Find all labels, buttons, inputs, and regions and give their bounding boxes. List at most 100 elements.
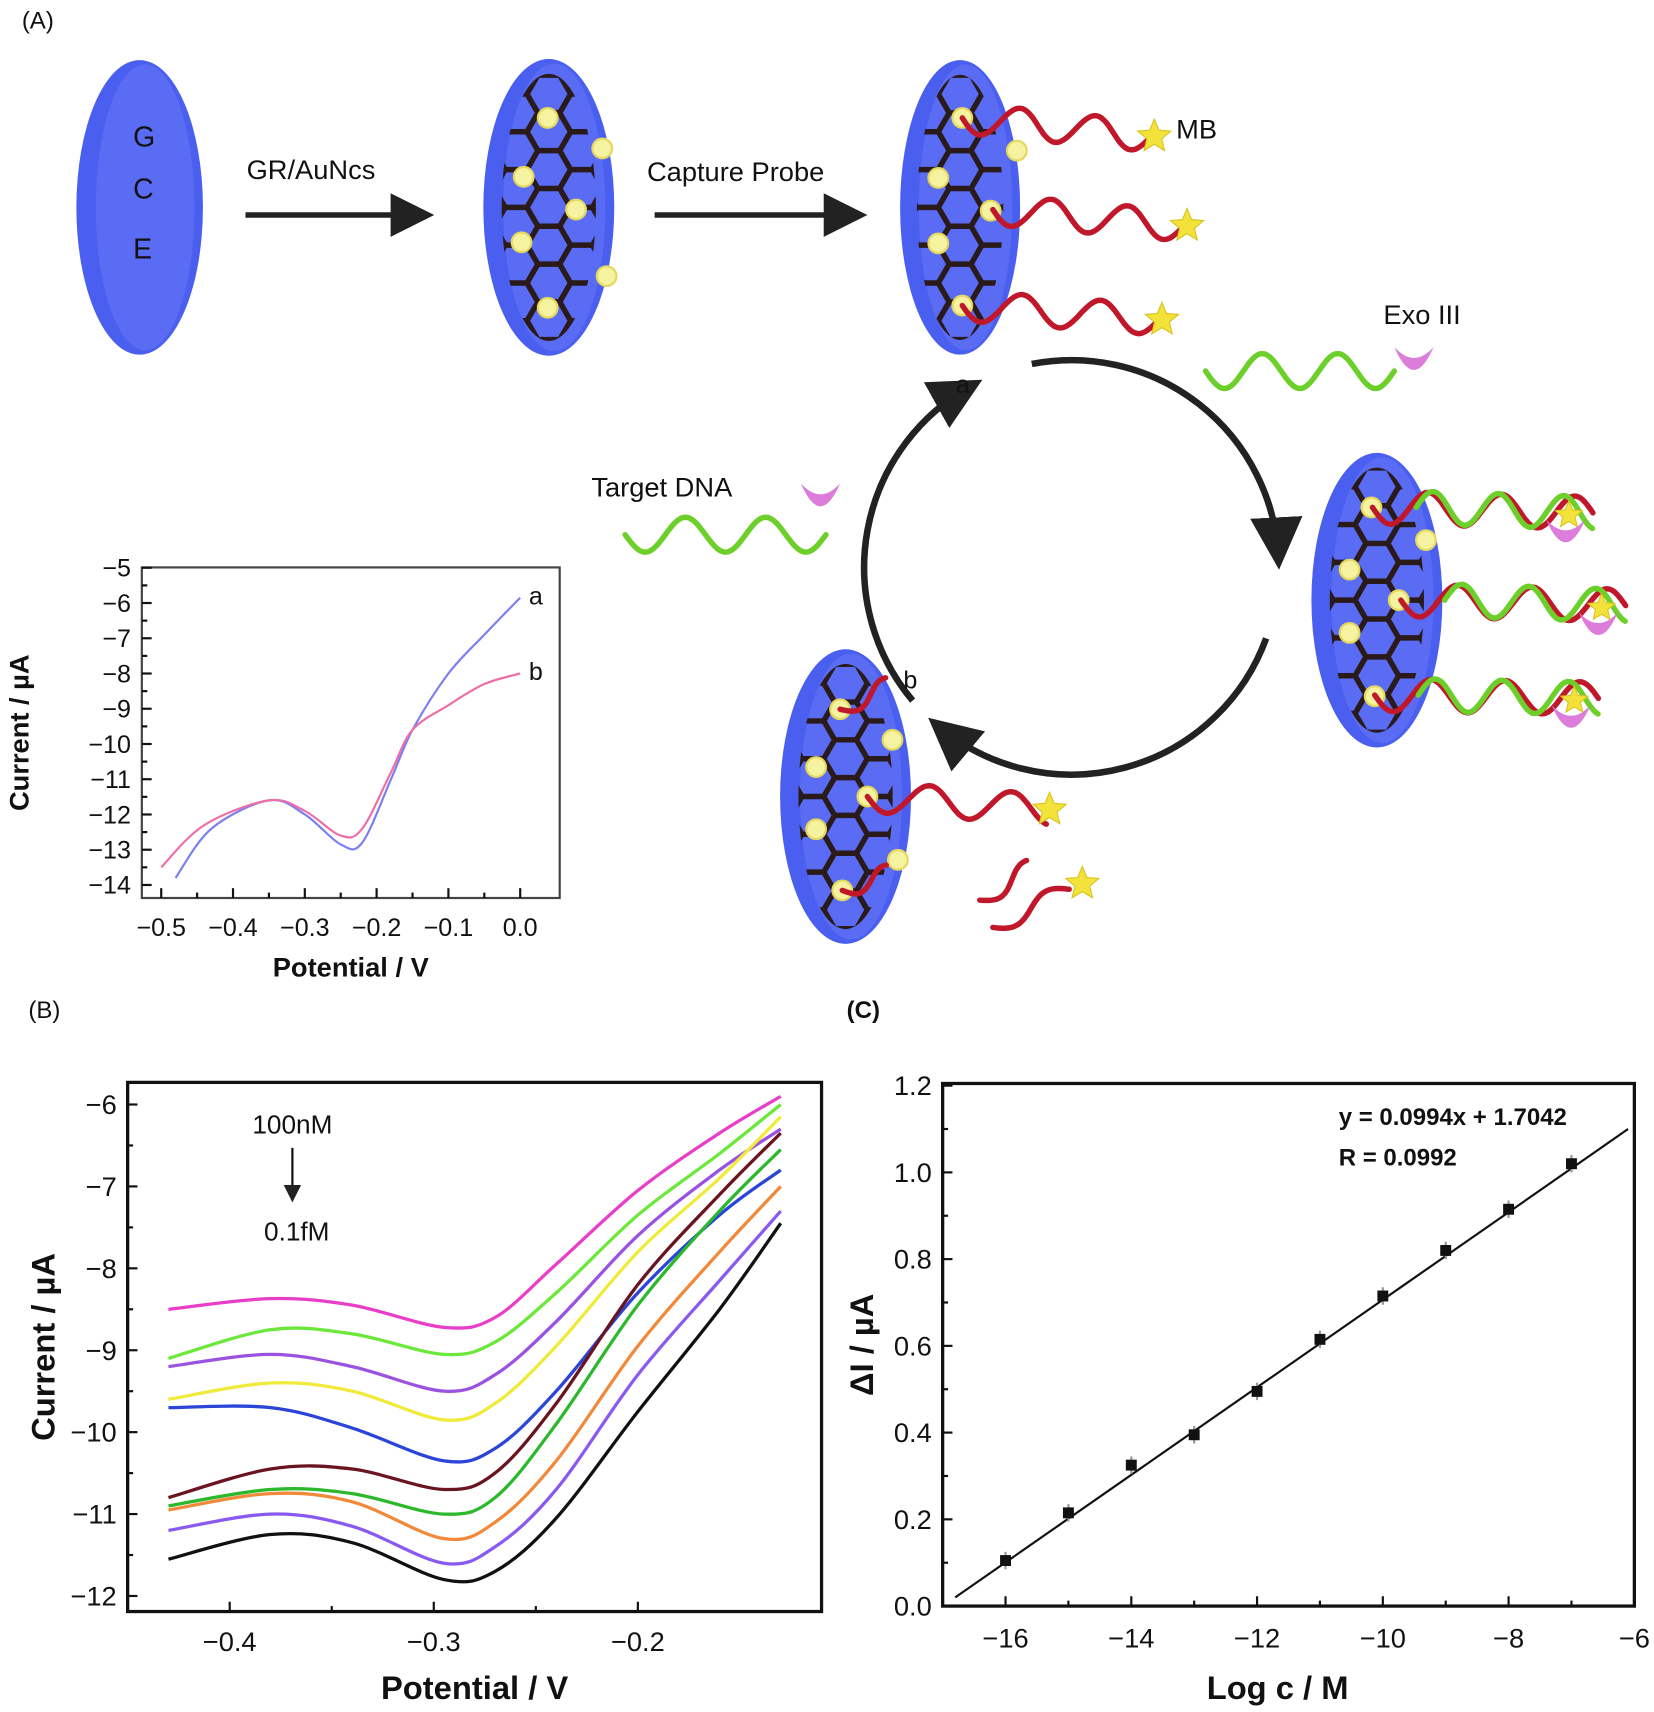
probe-stub xyxy=(839,862,889,897)
y-tick-label: −12 xyxy=(88,801,131,829)
electrode-letter-g: G xyxy=(133,121,155,153)
released-fragment xyxy=(990,885,1072,931)
step2-label: Capture Probe xyxy=(647,156,824,187)
exo-iii-enzyme-icon xyxy=(1545,519,1586,543)
series-line-c3 xyxy=(168,1127,782,1393)
data-point xyxy=(1503,1203,1515,1215)
y-tick-label: −11 xyxy=(90,766,131,794)
data-point xyxy=(1251,1385,1263,1397)
y-tick-label: −6 xyxy=(102,590,131,618)
probe-modified-electrode xyxy=(900,60,1028,355)
data-point xyxy=(1314,1333,1326,1345)
x-axis-label: Log c / M xyxy=(1207,1669,1349,1706)
series-line-100nM xyxy=(168,1094,782,1330)
methylene-blue-star-icon xyxy=(1144,300,1180,335)
series-line-c7 xyxy=(168,1148,782,1516)
mb-label: MB xyxy=(1176,114,1217,145)
y-tick-label: 0.8 xyxy=(894,1244,932,1275)
series-line-c2 xyxy=(168,1103,782,1360)
data-point xyxy=(1125,1459,1137,1471)
r-value: R = 0.0992 xyxy=(1339,1144,1457,1171)
data-point xyxy=(1440,1244,1452,1256)
target-dna-strand xyxy=(622,514,829,555)
probe-stub xyxy=(837,675,889,714)
plot-frame xyxy=(126,1080,824,1614)
y-tick-label: −9 xyxy=(86,1335,117,1366)
x-tick-label: −0.2 xyxy=(352,914,402,942)
capture-probe-strand xyxy=(864,782,1050,827)
chart-inset: −0.5 −0.4 −0.3 −0.2 −0.1 0.0 −5 −6 −7 −8 −9 −10 −11 −… xyxy=(3,555,561,983)
cycle-arrow-hybridize xyxy=(1031,356,1303,570)
y-tick-label: 0.4 xyxy=(894,1417,932,1448)
gr-aunc-electrode xyxy=(483,59,618,356)
y-tick-label: −13 xyxy=(88,837,131,865)
data-point xyxy=(1062,1507,1074,1519)
series-line-b xyxy=(160,672,521,869)
exo-label: Exo III xyxy=(1383,299,1460,330)
series-line-c4 xyxy=(168,1115,782,1422)
exo-iii-enzyme-icon xyxy=(1578,612,1618,636)
gold-nanocluster xyxy=(927,167,950,189)
target-dna-strand xyxy=(1415,676,1601,717)
data-point xyxy=(1377,1290,1389,1302)
bare-gce-electrode xyxy=(76,60,203,355)
series-line-c9 xyxy=(168,1209,782,1566)
x-tick-label: −16 xyxy=(982,1623,1028,1654)
x-tick-label: −14 xyxy=(1108,1623,1154,1654)
fit-line xyxy=(954,1128,1629,1599)
x-tick-label: −0.1 xyxy=(424,914,474,942)
y-tick-label: −10 xyxy=(88,731,131,759)
methylene-blue-star-icon xyxy=(1169,207,1205,242)
y-tick-label: −6 xyxy=(86,1089,117,1120)
gold-nanocluster xyxy=(595,265,618,288)
series-label-a: a xyxy=(529,582,543,610)
step1-label: GR/AuNcs xyxy=(247,154,376,185)
x-axis-label: Potential / V xyxy=(273,952,429,983)
exo-iii-enzyme-icon xyxy=(1551,704,1591,728)
x-tick-label: 0.0 xyxy=(503,914,538,942)
gold-nanocluster xyxy=(1005,139,1028,162)
x-axis-label: Potential / V xyxy=(381,1669,568,1706)
electrode-letter-e: E xyxy=(133,234,152,266)
y-tick-label: −7 xyxy=(86,1171,117,1202)
series-line-c6 xyxy=(168,1131,782,1500)
methylene-blue-star-icon xyxy=(1559,684,1590,714)
annotation-100nm: 100nM xyxy=(252,1110,332,1140)
y-tick-label: −7 xyxy=(102,625,131,653)
y-axis-label: Current / µA xyxy=(3,654,34,811)
cycle-arrow-recycle xyxy=(860,379,983,703)
charts: −0.5 −0.4 −0.3 −0.2 −0.1 0.0−5−6−7−8−9−10−11−… xyxy=(3,555,1650,1706)
methylene-blue-star-icon xyxy=(1586,592,1617,621)
chart-C: −16 −14 −12 −10 −8 −6 0.0 0.2 0.4 0.6 0.8 1.0 1.2 Log… xyxy=(843,1070,1650,1706)
series-label-b: b xyxy=(529,658,543,686)
series-line-a xyxy=(174,596,521,879)
gold-nanocluster xyxy=(591,137,614,160)
x-tick-label: −10 xyxy=(1360,1623,1406,1654)
x-tick-label: −0.4 xyxy=(208,914,258,942)
x-tick-label: −12 xyxy=(1234,1623,1280,1654)
y-tick-label: −8 xyxy=(102,660,131,688)
y-tick-label: 0.6 xyxy=(894,1330,932,1361)
target-dna-strand xyxy=(1202,350,1398,392)
gold-nanocluster xyxy=(1338,621,1361,644)
chart-B: −0.4 −0.3 −0.2 −6 −7 −8 −9 −10 −11 −12 Potential /… xyxy=(25,1080,824,1706)
y-tick-label: 1.2 xyxy=(894,1070,932,1101)
gold-nanocluster xyxy=(881,728,904,751)
capture-probe-strand xyxy=(959,105,1154,153)
gold-nanocluster xyxy=(565,198,587,221)
y-tick-label: −14 xyxy=(88,872,131,900)
methylene-blue-star-icon xyxy=(1554,499,1584,528)
annotation-0-1fm: 0.1fM xyxy=(264,1217,329,1247)
y-tick-label: 0.2 xyxy=(894,1504,932,1535)
x-tick-label: −8 xyxy=(1493,1623,1524,1654)
data-point xyxy=(1000,1555,1011,1566)
data-point xyxy=(1566,1158,1577,1170)
x-tick-label: −0.3 xyxy=(280,914,330,942)
x-tick-label: −0.2 xyxy=(611,1626,665,1657)
duplex-electrode xyxy=(1311,452,1443,748)
exo-iii-enzyme-icon xyxy=(1394,347,1434,370)
electrode-face xyxy=(95,64,195,351)
gold-nanocluster xyxy=(887,848,909,871)
fit-equation: y = 0.0994x + 1.7042 xyxy=(1339,1104,1567,1131)
